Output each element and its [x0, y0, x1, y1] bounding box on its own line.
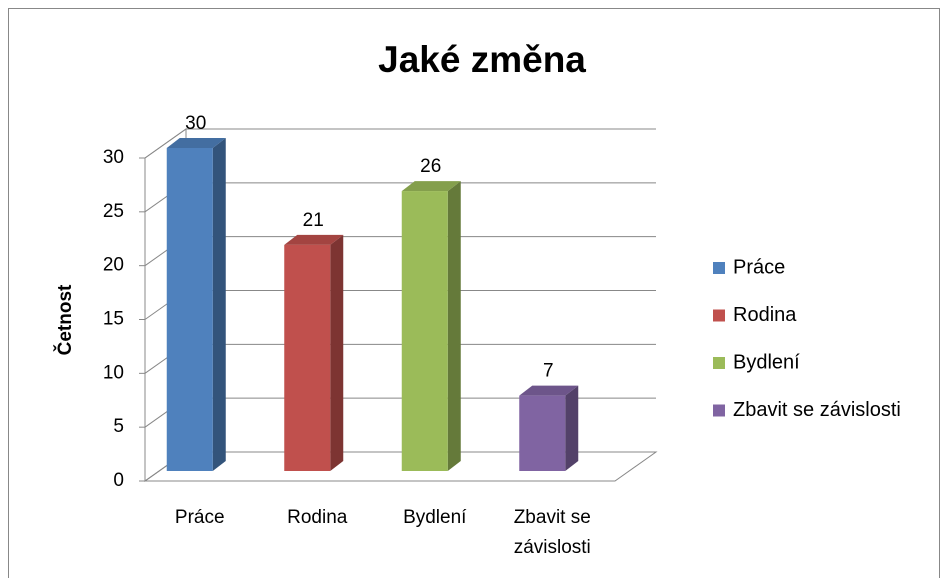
x-tick-label: Bydlení [403, 507, 467, 528]
y-tick-label: 15 [103, 309, 124, 330]
legend-label: Rodina [733, 304, 797, 326]
x-tick-label: Rodina [287, 507, 348, 528]
chart-title: Jaké změna [378, 39, 586, 80]
bar-top [284, 234, 344, 245]
data-label: 7 [543, 361, 554, 382]
bar-side [212, 138, 226, 471]
data-label: 21 [303, 210, 324, 231]
legend-label: Zbavit se závislosti [733, 399, 901, 421]
bar-side [330, 234, 344, 471]
bar-side [565, 385, 579, 471]
legend-label: Bydlení [733, 351, 800, 373]
bar-side [447, 181, 461, 472]
bar [401, 191, 448, 472]
y-tick-label: 30 [103, 147, 124, 168]
data-label: 26 [420, 156, 441, 177]
data-label: 30 [185, 113, 206, 134]
y-tick-label: 10 [103, 362, 124, 383]
x-tick-label: Práce [175, 507, 225, 528]
grid-line [144, 128, 656, 159]
x-tick-label: Zbavit se závislosti [514, 507, 591, 558]
legend-swatch [713, 309, 725, 322]
y-tick-label: 5 [113, 416, 124, 437]
legend-swatch [713, 404, 725, 417]
bar [166, 148, 213, 471]
bar-top [166, 138, 226, 148]
legend-swatch [713, 262, 725, 274]
bar-top [401, 181, 461, 192]
y-axis-label: Četnost [54, 284, 76, 355]
y-tick-label: 25 [103, 201, 124, 222]
bar-top [519, 385, 579, 396]
bar [519, 395, 566, 471]
y-tick-label: 0 [113, 470, 124, 491]
legend-label: Práce [733, 256, 785, 278]
bar [284, 244, 331, 471]
legend-swatch [713, 357, 725, 369]
y-tick-label: 20 [103, 255, 124, 276]
chart-border [8, 8, 940, 578]
